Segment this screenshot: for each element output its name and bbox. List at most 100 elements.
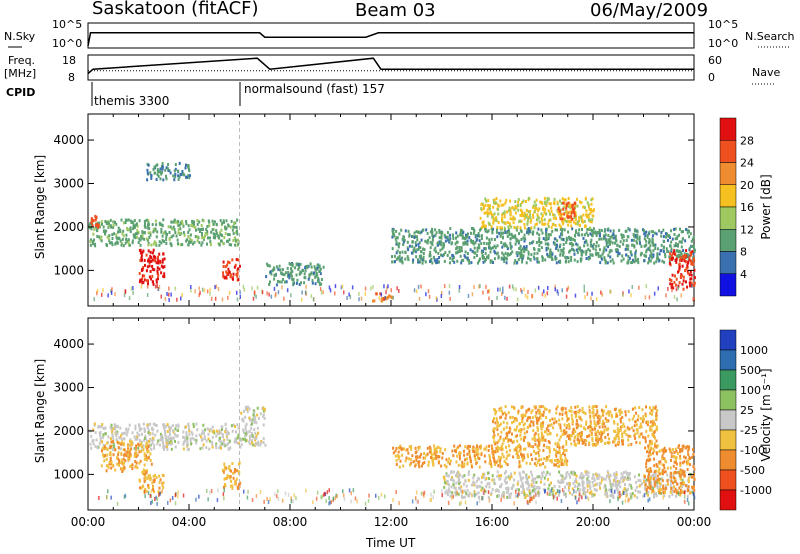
cpid-label: CPID: [6, 86, 36, 99]
power-colorbar-label: Power [dB]: [759, 174, 773, 240]
power-data-blob-8: [479, 196, 595, 230]
colorbar-swatch: [719, 409, 737, 431]
xtick-label: 20:00: [576, 515, 611, 529]
freq-panel-frame: [87, 54, 695, 81]
ytick-label: 1000: [53, 467, 84, 481]
power-data: [88, 114, 696, 306]
colorbar-tick: 25: [740, 404, 754, 417]
velocity-data-blob-5: [392, 444, 569, 469]
colorbar-swatch: [719, 140, 737, 163]
colorbar-tick: 500: [740, 364, 761, 377]
power-data-blob-3: [90, 214, 100, 229]
velocity-colorbar: 1000 500 100 25 -25 -100 -500 -1000: [719, 329, 772, 511]
ylabel-power: Slant Range [km]: [33, 154, 47, 260]
nave-tick-bottom: 0: [708, 71, 715, 84]
nsky-series-line: [87, 32, 694, 47]
colorbar-tick: -1000: [740, 484, 772, 497]
nsearch-label: N.Search: [745, 30, 795, 43]
ytick-label: 3000: [53, 177, 84, 191]
colorbar-tick: -25: [740, 424, 758, 437]
velocity-data-blob-7: [442, 470, 696, 500]
power-panel-frame: [87, 113, 695, 307]
ytick-label: 3000: [53, 381, 84, 395]
xtick-label: 04:00: [172, 515, 207, 529]
colorbar-tick: 16: [740, 201, 754, 214]
colorbar-tick: 100: [740, 384, 761, 397]
colorbar-swatch: [719, 449, 737, 471]
velocity-data-blob-0: [89, 422, 242, 452]
xtick-label: 16:00: [475, 515, 510, 529]
ytick-label: 1000: [53, 263, 84, 277]
ytick-label: 4000: [53, 133, 84, 147]
colorbar-tick: 28: [740, 134, 754, 147]
freq-series-line: [87, 57, 694, 75]
colorbar-swatch: [719, 184, 737, 208]
colorbar-swatch: [719, 369, 737, 391]
colorbar-swatch: [719, 206, 737, 230]
colorbar-swatch: [719, 162, 737, 185]
power-data-ground-scatter: [93, 284, 695, 302]
velocity-data-blob-1: [100, 439, 153, 473]
velocity-data-blob-3: [221, 461, 242, 491]
cpid-label-normalsound: normalsound (fast) 157: [244, 82, 385, 96]
power-colorbar: 28 24 20 16 12 8 4: [719, 117, 754, 297]
nsearch-tick-bottom: 10^0: [708, 37, 739, 50]
power-data-blob-7: [391, 227, 696, 265]
ylabel-velocity: Slant Range [km]: [33, 358, 47, 464]
colorbar-swatch: [719, 251, 737, 274]
colorbar-tick: 8: [740, 246, 747, 259]
power-data-blob-9: [557, 201, 577, 221]
velocity-data-blob-2: [138, 470, 165, 495]
freq-tick-top: 18: [62, 54, 76, 67]
freq-unit-label: [MHz]: [4, 67, 37, 80]
axes-ticks: 4000 3000 2000 1000 4000 3000 2000 1000 00:00 04:…: [53, 114, 711, 529]
colorbar-tick: 4: [740, 268, 747, 281]
xtick-label: 12:00: [374, 515, 409, 529]
nave-label: Nave: [752, 66, 781, 79]
nave-tick-top: 60: [708, 54, 722, 67]
colorbar-swatch: [719, 349, 737, 371]
freq-tick-bottom: 8: [68, 71, 75, 84]
date-title: 06/May/2009: [590, 0, 709, 21]
xtick-label: 08:00: [273, 515, 308, 529]
ytick-label: 2000: [53, 220, 84, 234]
velocity-data-blob-6: [492, 404, 659, 447]
beam-title: Beam 03: [355, 0, 436, 21]
colorbar-swatch: [719, 229, 737, 252]
colorbar-swatch: [719, 273, 737, 297]
velocity-data-ground-scatter: [98, 488, 696, 506]
freq-label: Freq.: [8, 54, 36, 67]
power-data-blob-4: [146, 161, 191, 182]
xlabel: Time UT: [366, 536, 416, 550]
xtick-label: 00:00: [71, 515, 106, 529]
velocity-data: [89, 318, 696, 510]
nsky-tick-top: 10^5: [52, 18, 83, 31]
power-data-blob-6: [372, 292, 393, 303]
colorbar-swatch: [719, 329, 737, 351]
colorbar-swatch: [719, 389, 737, 411]
small-panel-lines: [87, 32, 694, 75]
colorbar-tick: 1000: [740, 344, 768, 357]
power-data-blob-2: [222, 258, 241, 282]
colorbar-swatch: [719, 117, 737, 141]
colorbar-swatch: [719, 429, 737, 451]
colorbar-tick: 12: [740, 223, 754, 236]
power-data-blob-0: [88, 218, 240, 248]
nsky-tick-bottom: 10^0: [52, 37, 83, 50]
velocity-data-blob-8: [644, 444, 696, 495]
colorbar-tick: 20: [740, 179, 754, 192]
nsky-label: N.Sky: [4, 30, 36, 43]
colorbar-tick: -100: [740, 444, 765, 457]
nsky-panel-frame: [87, 22, 695, 49]
power-data-blob-1: [138, 248, 166, 286]
nsearch-tick-top: 10^5: [708, 18, 739, 31]
colorbar-tick: 24: [740, 157, 754, 170]
power-data-blob-10: [668, 249, 696, 291]
xtick-label: 00:00: [677, 515, 712, 529]
velocity-data-blob-4: [240, 405, 267, 447]
velocity-colorbar-label: Velocity [m s⁻¹]: [759, 368, 773, 462]
colorbar-swatch: [719, 489, 737, 511]
station-title: Saskatoon (fitACF): [92, 0, 259, 19]
colorbar-tick: -500: [740, 464, 765, 477]
